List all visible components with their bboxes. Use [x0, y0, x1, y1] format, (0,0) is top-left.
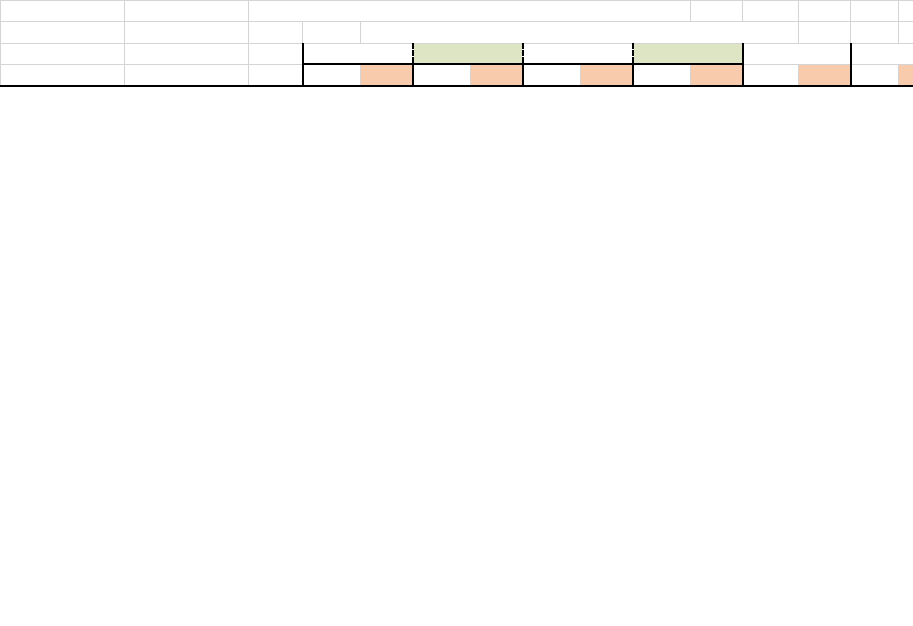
chart-title: [248, 0, 691, 23]
header-position-40s: [898, 63, 913, 87]
header-exeter-35: [411, 63, 471, 87]
header-club: [124, 63, 249, 87]
blank-cell: [248, 42, 303, 65]
venue-header-row: [0, 42, 913, 65]
venue-header-heckmondwike: [631, 42, 744, 65]
blank-cell: [690, 0, 743, 23]
table-body: [0, 0, 913, 87]
blank-cell: [850, 21, 899, 44]
blank-cell: [0, 42, 125, 65]
header-position-35s: [849, 63, 899, 87]
blank-cell: [124, 42, 249, 65]
blank-cell: [742, 0, 799, 23]
header-glasgow-40s: [580, 63, 634, 87]
column-header-row: [0, 63, 913, 87]
b-final-row: [0, 21, 913, 44]
blank-cell: [850, 0, 899, 23]
a-final-value: [124, 0, 249, 23]
header-exeter-40s: [470, 63, 524, 87]
header-glasgow-35: [521, 63, 581, 87]
blank-cell: [798, 21, 851, 44]
a-final-label: [0, 0, 125, 23]
blank-cell: [898, 21, 913, 44]
header-heckmondwike-40s: [690, 63, 744, 87]
header-spixworth-40s: [360, 63, 414, 87]
blank-cell: [302, 21, 361, 44]
header-position: [849, 42, 913, 65]
header-total-gp-points: [741, 42, 851, 65]
subtitle: [360, 21, 799, 44]
scorechart-table: [0, 0, 913, 87]
blank-cell: [798, 0, 851, 23]
header-age-grp: [248, 63, 303, 87]
b-final-value: [124, 21, 249, 44]
a-final-row: [0, 0, 913, 23]
header-spixworth-35: [301, 63, 361, 87]
blank-cell: [898, 0, 913, 23]
blank-cell: [248, 21, 303, 44]
b-final-label: [0, 21, 125, 44]
venue-header-glasgow: [521, 42, 633, 65]
venue-header-exeter: [411, 42, 523, 65]
header-total-35s: [741, 63, 799, 87]
venue-header-spixworth: [301, 42, 413, 65]
header-total-40s: [798, 63, 851, 87]
header-heckmondwike-35: [631, 63, 691, 87]
header-rider: [0, 63, 125, 87]
